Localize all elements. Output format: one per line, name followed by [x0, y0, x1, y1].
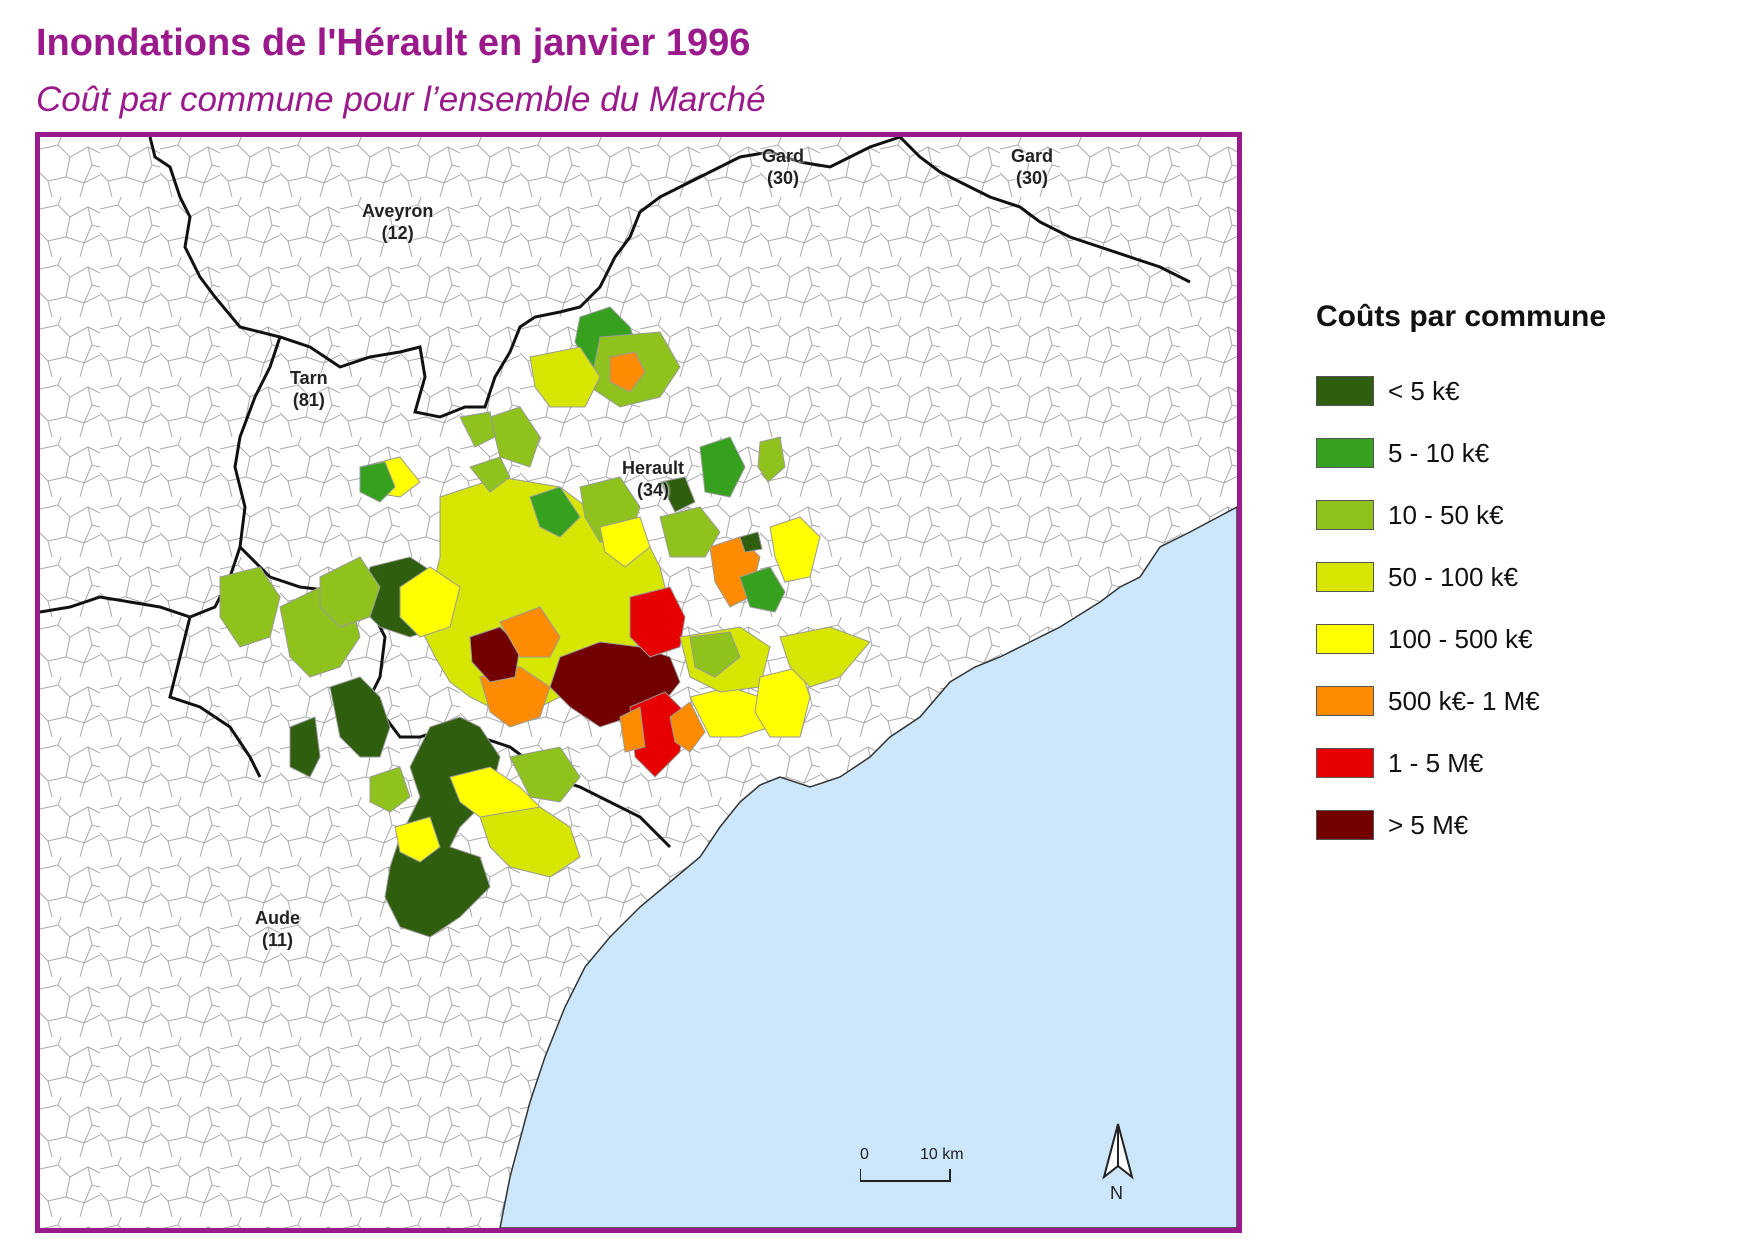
sea-area [499, 506, 1237, 1228]
legend-item: 10 - 50 k€ [1316, 500, 1606, 530]
commune-orange [609, 351, 646, 393]
legend-swatch [1316, 438, 1374, 468]
legend-label: > 5 M€ [1388, 809, 1469, 840]
legend-item: 100 - 500 k€ [1316, 624, 1606, 654]
scale-bar-end-label: 10 km [920, 1146, 964, 1163]
legend-swatch [1316, 748, 1374, 778]
commune-red [629, 586, 686, 658]
commune-light-green [489, 406, 541, 468]
scale-bar: 0 10 km [860, 1146, 964, 1182]
commune-yellow [769, 516, 821, 583]
map-subtitle: Coût par commune pour l’ensemble du Marc… [36, 80, 766, 119]
legend-label: 1 - 5 M€ [1388, 747, 1484, 778]
department-label-tarn: Tarn (81) [290, 368, 328, 410]
commune-orange [669, 701, 706, 753]
commune-light-green [219, 566, 281, 648]
legend-swatch [1316, 376, 1374, 406]
commune-light-green [469, 456, 511, 493]
commune-orange [479, 666, 551, 728]
commune-dark-green [659, 476, 696, 513]
legend-swatch [1316, 624, 1374, 654]
commune-light-green [459, 411, 496, 448]
affected-communes [219, 306, 871, 938]
commune-green [359, 461, 396, 503]
map-canvas[interactable] [40, 137, 1237, 1228]
commune-green [699, 436, 746, 498]
legend-title: Coûts par commune [1316, 300, 1607, 333]
legend-item: 1 - 5 M€ [1316, 748, 1606, 778]
commune-green [529, 486, 581, 538]
commune-green [739, 566, 786, 613]
map-title: Inondations de l'Hérault en janvier 1996 [36, 22, 751, 64]
department-label-gard-2: Gard (30) [1011, 146, 1054, 188]
commune-green-yellow [479, 806, 581, 878]
legend-label: < 5 k€ [1388, 375, 1460, 406]
commune-light-green [689, 631, 741, 678]
legend-item: 500 k€- 1 M€ [1316, 686, 1606, 716]
commune-dark-green [289, 716, 321, 778]
legend-label: 5 - 10 k€ [1388, 437, 1490, 468]
commune-dark-red [469, 626, 521, 683]
department-label-gard-1: Gard (30) [762, 146, 805, 188]
commune-dark-green [739, 531, 763, 553]
legend-swatch [1316, 500, 1374, 530]
legend-swatch [1316, 562, 1374, 592]
map-frame[interactable]: Gard (30) Gard (30) Aveyron (12) Tarn (81) H… [35, 132, 1242, 1233]
commune-yellow [399, 566, 461, 638]
commune-green-yellow [529, 346, 601, 408]
legend-label: 50 - 100 k€ [1388, 561, 1519, 592]
department-label-herault: Herault (34) [622, 458, 685, 500]
commune-dark-green [329, 676, 391, 758]
commune-orange [499, 606, 561, 658]
commune-light-green [659, 506, 721, 558]
scale-bar-start-label: 0 [860, 1146, 869, 1163]
north-arrow-icon: N [1102, 1123, 1134, 1203]
legend-label: 500 k€- 1 M€ [1388, 685, 1540, 716]
commune-green-yellow [779, 626, 871, 688]
commune-light-green [757, 436, 786, 483]
commune-yellow [394, 816, 441, 863]
department-label-aveyron: Aveyron (12) [362, 201, 434, 243]
commune-yellow [599, 516, 651, 568]
legend-label: 100 - 500 k€ [1388, 623, 1533, 654]
legend-item: < 5 k€ [1316, 376, 1606, 406]
legend-label: 10 - 50 k€ [1388, 499, 1504, 530]
legend-swatch [1316, 810, 1374, 840]
department-label-aude: Aude (11) [255, 908, 300, 950]
legend-item: 5 - 10 k€ [1316, 438, 1606, 468]
north-label: N [1110, 1183, 1123, 1203]
legend: Coûts par commune < 5 k€ 5 - 10 k€ 10 - … [1316, 300, 1606, 872]
commune-light-green [319, 556, 381, 628]
commune-orange [619, 706, 646, 753]
commune-red [629, 691, 686, 778]
legend-item: > 5 M€ [1316, 810, 1606, 840]
commune-light-green [509, 746, 581, 803]
legend-swatch [1316, 686, 1374, 716]
commune-light-green [369, 766, 411, 813]
legend-item: 50 - 100 k€ [1316, 562, 1606, 592]
